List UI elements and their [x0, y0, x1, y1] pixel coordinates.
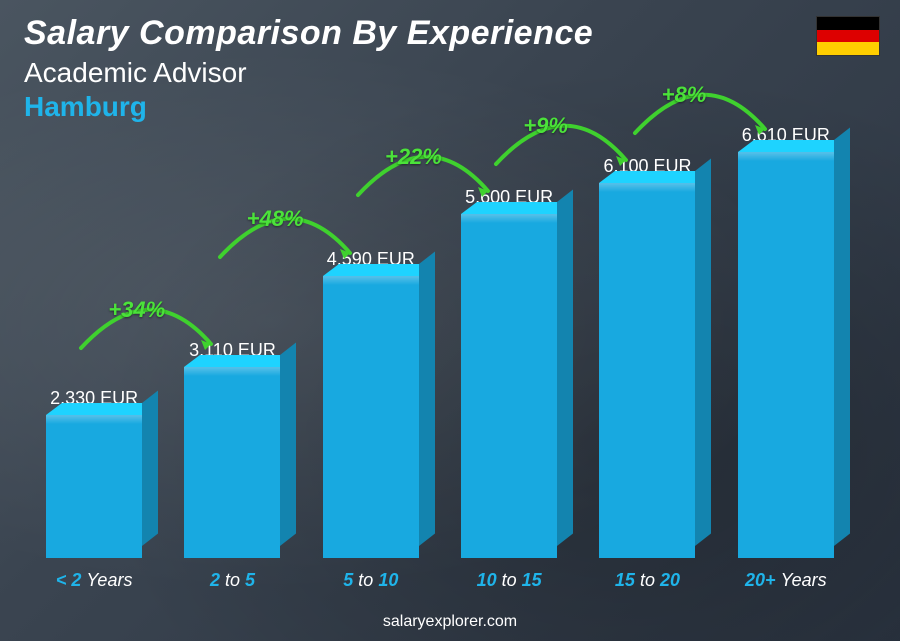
bar-chart: 2,330 EUR< 2 Years+34%3,110 EUR2 to 5+48… — [30, 91, 850, 591]
bar — [184, 367, 280, 558]
flag-stripe — [817, 17, 879, 30]
bar — [599, 183, 695, 558]
x-axis-label: 2 to 5 — [210, 570, 255, 591]
footer-attribution: salaryexplorer.com — [0, 613, 900, 631]
bar-column: +9%6,100 EUR15 to 20 — [583, 91, 711, 591]
bar — [323, 276, 419, 558]
bar — [46, 415, 142, 558]
chart-subtitle: Academic Advisor — [24, 57, 876, 89]
growth-percent: +9% — [523, 113, 568, 139]
chart-stage: Salary Comparison By Experience Academic… — [0, 0, 900, 641]
bar-column: 2,330 EUR< 2 Years — [30, 91, 158, 591]
x-axis-label: 15 to 20 — [615, 570, 680, 591]
x-axis-label: 5 to 10 — [343, 570, 398, 591]
growth-percent: +22% — [385, 144, 442, 170]
bar-column: +34%3,110 EUR2 to 5 — [168, 91, 296, 591]
chart-title: Salary Comparison By Experience — [24, 14, 876, 53]
bar — [738, 152, 834, 558]
germany-flag-icon — [816, 16, 880, 56]
bar-column: +8%6,610 EUR20+ Years — [722, 91, 850, 591]
x-axis-label: < 2 Years — [56, 570, 133, 591]
x-axis-label: 10 to 15 — [477, 570, 542, 591]
flag-stripe — [817, 30, 879, 43]
flag-stripe — [817, 42, 879, 55]
growth-percent: +34% — [108, 297, 165, 323]
growth-percent: +8% — [662, 82, 707, 108]
x-axis-label: 20+ Years — [745, 570, 827, 591]
growth-percent: +48% — [247, 206, 304, 232]
bar-column: +22%5,600 EUR10 to 15 — [445, 91, 573, 591]
bar — [461, 214, 557, 558]
